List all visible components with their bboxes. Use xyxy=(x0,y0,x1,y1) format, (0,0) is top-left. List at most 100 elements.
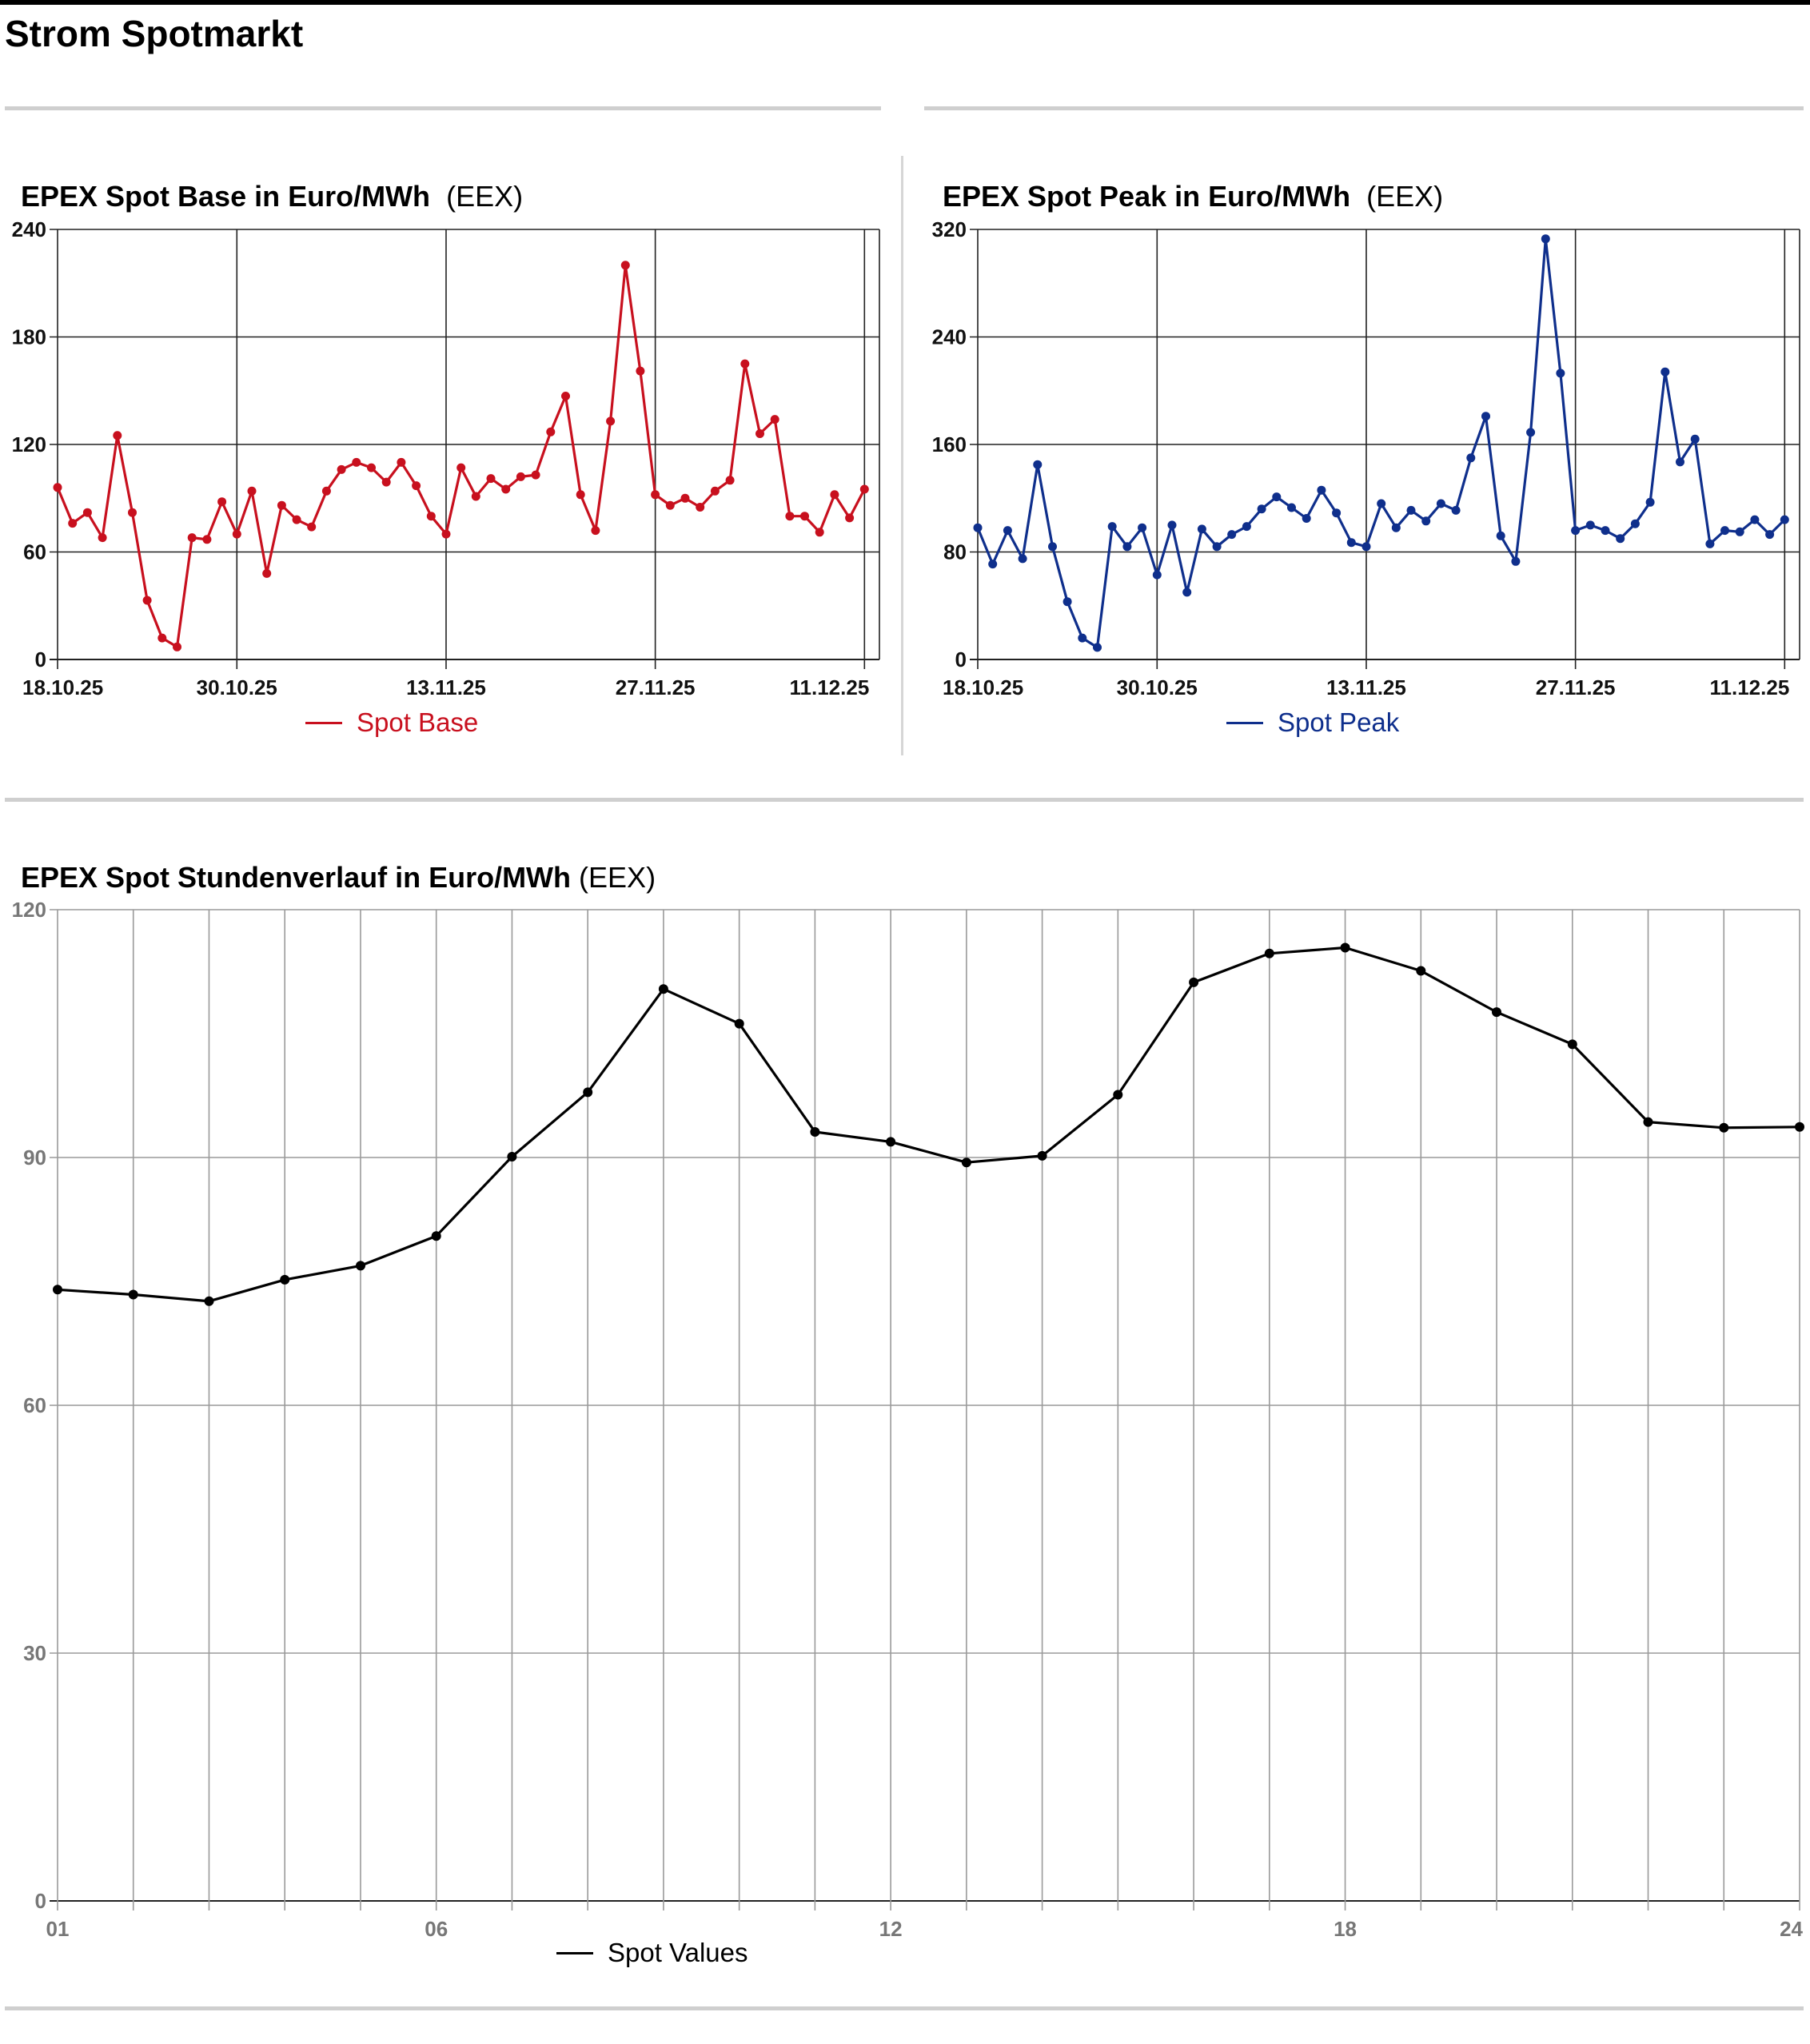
data-point-base xyxy=(859,484,869,494)
data-point-peak xyxy=(1122,542,1132,552)
data-point-hourly xyxy=(128,1289,138,1300)
chart-title-base: EPEX Spot Base in Euro/MWh (EEX) xyxy=(21,179,523,214)
data-point-peak xyxy=(1690,434,1700,444)
legend-hourly-swatch xyxy=(556,1951,593,1954)
chart-title-peak: EPEX Spot Peak in Euro/MWh (EEX) xyxy=(943,179,1443,214)
data-point-peak xyxy=(1227,530,1237,540)
data-point-base xyxy=(232,529,241,539)
data-point-peak xyxy=(1720,526,1729,536)
data-point-peak xyxy=(1481,412,1490,421)
data-point-peak xyxy=(1765,530,1775,540)
data-point-peak xyxy=(1257,504,1266,514)
y-tick-label-hourly: 0 xyxy=(35,1889,46,1913)
data-point-base xyxy=(187,533,197,543)
x-tick-label-base: 30.10.25 xyxy=(197,675,277,699)
data-point-base xyxy=(531,470,540,480)
data-point-base xyxy=(651,490,660,500)
data-point-peak xyxy=(1033,460,1043,469)
series-line-base xyxy=(56,264,866,648)
data-point-base xyxy=(636,366,645,376)
data-point-base xyxy=(412,481,421,491)
data-point-base xyxy=(53,483,62,492)
data-point-hourly xyxy=(1492,1007,1501,1018)
data-point-peak xyxy=(1167,520,1177,530)
data-point-hourly xyxy=(658,984,668,994)
legend-base-swatch xyxy=(305,721,342,724)
data-point-hourly xyxy=(961,1157,971,1168)
data-point-base xyxy=(157,633,167,643)
x-tick-label-hourly: 18 xyxy=(1334,1917,1357,1941)
y-tick-label-hourly: 30 xyxy=(23,1641,46,1665)
data-point-peak xyxy=(1541,234,1550,244)
x-tick-label-base: 11.12.25 xyxy=(790,675,870,699)
data-point-peak xyxy=(1062,597,1072,607)
data-point-peak xyxy=(1660,367,1670,377)
data-point-peak xyxy=(1556,369,1565,378)
data-point-peak xyxy=(1645,497,1655,507)
series-line-peak xyxy=(976,237,1786,649)
data-point-peak xyxy=(1361,542,1371,552)
chart-title-base-text: EPEX Spot Base in Euro/MWh xyxy=(21,180,431,213)
data-point-peak xyxy=(1750,515,1760,524)
data-point-base xyxy=(665,500,675,510)
y-tick-label-base: 180 xyxy=(12,325,46,349)
data-point-hourly xyxy=(810,1127,820,1137)
x-tick-label-hourly: 01 xyxy=(46,1917,70,1941)
data-point-peak xyxy=(1287,503,1296,512)
data-point-base xyxy=(576,490,585,500)
section-divider-middle xyxy=(5,798,1804,802)
data-point-peak xyxy=(1272,492,1282,502)
data-point-peak xyxy=(1705,539,1715,548)
data-point-base xyxy=(128,508,137,517)
data-point-base xyxy=(68,519,78,528)
data-point-base xyxy=(82,508,92,517)
data-point-base xyxy=(620,261,630,270)
series-line-hourly xyxy=(57,946,1800,1303)
legend-peak: Spot Peak xyxy=(1226,707,1399,739)
data-point-hourly xyxy=(1037,1150,1047,1161)
x-tick-label-base: 18.10.25 xyxy=(22,675,103,699)
chart-source-peak: (EEX) xyxy=(1366,180,1444,213)
data-point-hourly xyxy=(886,1137,896,1147)
x-tick-label-peak: 18.10.25 xyxy=(943,675,1023,699)
data-point-peak xyxy=(988,560,998,569)
y-tick-label-base: 0 xyxy=(35,647,46,671)
data-point-base xyxy=(740,359,750,369)
data-point-hourly xyxy=(734,1018,744,1029)
data-point-peak xyxy=(1152,570,1162,580)
data-point-peak xyxy=(1421,516,1431,526)
data-point-base xyxy=(486,474,496,484)
data-point-peak xyxy=(1317,485,1326,495)
data-point-peak xyxy=(1526,428,1536,437)
data-point-hourly xyxy=(507,1152,517,1161)
data-point-hourly xyxy=(280,1274,290,1285)
legend-peak-swatch xyxy=(1226,721,1263,724)
data-point-hourly xyxy=(1567,1039,1577,1050)
data-point-hourly xyxy=(53,1285,62,1295)
data-point-hourly xyxy=(1189,977,1199,987)
data-point-hourly xyxy=(1340,942,1350,953)
data-point-base xyxy=(606,416,616,426)
data-point-peak xyxy=(1332,508,1342,518)
data-point-base xyxy=(262,568,272,578)
data-point-base xyxy=(680,493,690,503)
data-point-peak xyxy=(1242,522,1251,532)
data-point-base xyxy=(381,477,391,487)
page-title: Strom Spotmarkt xyxy=(5,13,304,54)
data-point-base xyxy=(247,486,257,496)
data-point-peak xyxy=(1182,588,1192,597)
y-tick-label-base: 60 xyxy=(23,540,46,564)
data-point-peak xyxy=(1676,457,1684,467)
data-point-base xyxy=(321,486,331,496)
data-point-hourly xyxy=(1416,966,1426,976)
data-point-base xyxy=(337,464,346,474)
legend-peak-label: Spot Peak xyxy=(1278,707,1400,737)
data-point-base xyxy=(591,526,600,536)
chart-title-peak-text: EPEX Spot Peak in Euro/MWh xyxy=(943,180,1351,213)
data-point-hourly xyxy=(204,1296,214,1306)
legend-base: Spot Base xyxy=(305,707,478,739)
y-tick-label-base: 120 xyxy=(12,432,46,456)
legend-base-label: Spot Base xyxy=(357,707,479,737)
data-point-peak xyxy=(1466,453,1476,463)
